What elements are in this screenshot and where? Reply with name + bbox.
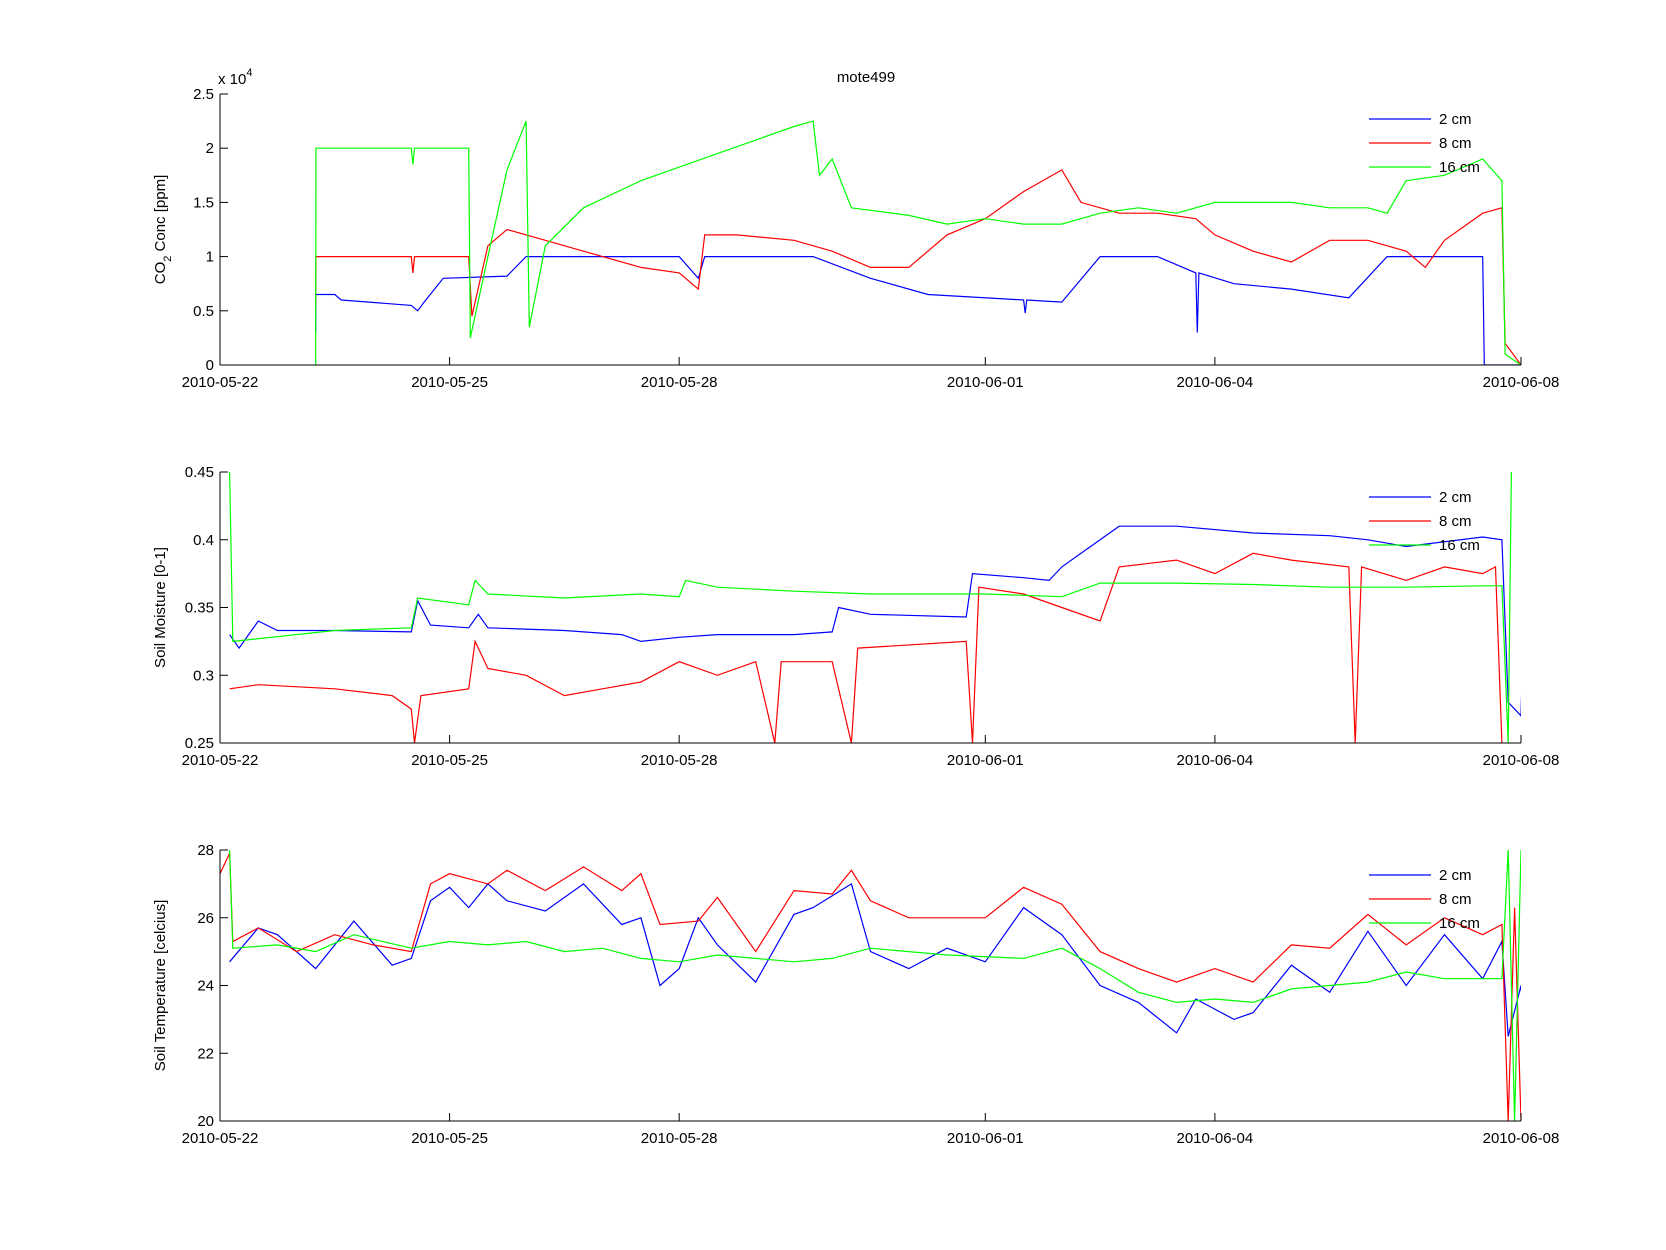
chart-panels: 0 0.5 1 1.5 2 2.5 2010-05-22 2010-05-25 2010-05-… (152, 67, 1559, 1147)
y-tick-label: 0.45 (185, 464, 214, 481)
series-line-8-cm (220, 853, 1521, 1121)
figure-title: mote499 (837, 69, 895, 86)
series-line-2-cm (229, 882, 1521, 1037)
x-tick-label: 2010-05-28 (641, 374, 718, 391)
y-axis-label: Soil Moisture [0-1] (152, 547, 169, 668)
x-tick-label: 2010-06-08 (1483, 374, 1560, 391)
x-tick-label: 2010-06-01 (947, 374, 1024, 391)
legend-entry-label: 2 cm (1439, 111, 1472, 128)
chart-panel-3: 20 22 24 26 28 2010-05-22 2010-05-25 2010-05-28… (152, 842, 1559, 1147)
y-exponent-base: x 10 (218, 71, 246, 88)
x-tick-label: 2010-06-04 (1177, 374, 1254, 391)
series-line-2-cm (315, 256, 1521, 365)
x-tick-label: 2010-06-04 (1177, 752, 1254, 769)
x-tick-label: 2010-05-22 (182, 374, 259, 391)
y-tick-label: 22 (197, 1045, 214, 1062)
legend-entry-label: 2 cm (1439, 867, 1472, 884)
y-axis-label-main: CO (152, 262, 169, 285)
x-tick-label: 2010-05-25 (411, 1130, 488, 1147)
series-line-16-cm (229, 472, 1512, 743)
series-lines (220, 850, 1521, 1121)
y-tick-label: 0.4 (193, 532, 214, 549)
x-tick-label: 2010-05-28 (641, 752, 718, 769)
y-tick-label: 0.25 (185, 735, 214, 752)
y-tick-label: 0.3 (193, 667, 214, 684)
y-tick-label: 26 (197, 910, 214, 927)
x-tick-label: 2010-06-01 (947, 1130, 1024, 1147)
series-line-8-cm (315, 169, 1521, 365)
y-axis-label-subscript: 2 (162, 256, 174, 262)
y-exponent-label: x 104 (218, 67, 252, 88)
x-tick-label: 2010-06-08 (1483, 1130, 1560, 1147)
y-tick-label: 0.35 (185, 600, 214, 617)
y-axis-label-rest: Conc [ppm] (152, 175, 169, 256)
y-exponent-power: 4 (246, 67, 252, 79)
x-tick-label: 2010-05-25 (411, 752, 488, 769)
y-tick-label: 20 (197, 1113, 214, 1130)
y-tick-label: 2 (206, 140, 214, 157)
series-line-16-cm (229, 850, 1521, 1121)
x-tick-label: 2010-06-04 (1177, 1130, 1254, 1147)
y-tick-label: 0 (206, 357, 214, 374)
x-tick-label: 2010-06-01 (947, 752, 1024, 769)
series-lines (315, 120, 1521, 365)
x-tick-label: 2010-05-28 (641, 1130, 718, 1147)
y-axis-label: CO2 Conc [ppm] (152, 175, 174, 285)
y-tick-label: 1 (206, 249, 214, 266)
legend-entry-label: 16 cm (1439, 537, 1480, 554)
y-tick-label: 2.5 (193, 86, 214, 103)
legend-entry-label: 8 cm (1439, 135, 1472, 152)
y-axis-label: Soil Temperature [celcius] (152, 900, 169, 1071)
legend-entry-label: 8 cm (1439, 513, 1472, 530)
legend-entry-label: 16 cm (1439, 915, 1480, 932)
chart-panel-1: 0 0.5 1 1.5 2 2.5 2010-05-22 2010-05-25 2010-05-… (152, 67, 1559, 391)
y-tick-label: 24 (197, 978, 214, 995)
chart-panel-2: 0.25 0.3 0.35 0.4 0.45 2010-05-22 2010-05-25 20… (152, 464, 1559, 769)
x-tick-label: 2010-05-22 (182, 1130, 259, 1147)
series-lines (229, 472, 1521, 743)
y-tick-label: 0.5 (193, 303, 214, 320)
legend-entry-label: 16 cm (1439, 159, 1480, 176)
x-tick-label: 2010-05-22 (182, 752, 259, 769)
x-tick-label: 2010-05-25 (411, 374, 488, 391)
series-line-2-cm (229, 525, 1521, 717)
x-tick-label: 2010-06-08 (1483, 752, 1560, 769)
y-tick-label: 1.5 (193, 194, 214, 211)
legend-entry-label: 8 cm (1439, 891, 1472, 908)
series-line-16-cm (315, 120, 1521, 365)
series-line-8-cm (229, 552, 1503, 743)
y-tick-label: 28 (197, 842, 214, 859)
legend-entry-label: 2 cm (1439, 489, 1472, 506)
